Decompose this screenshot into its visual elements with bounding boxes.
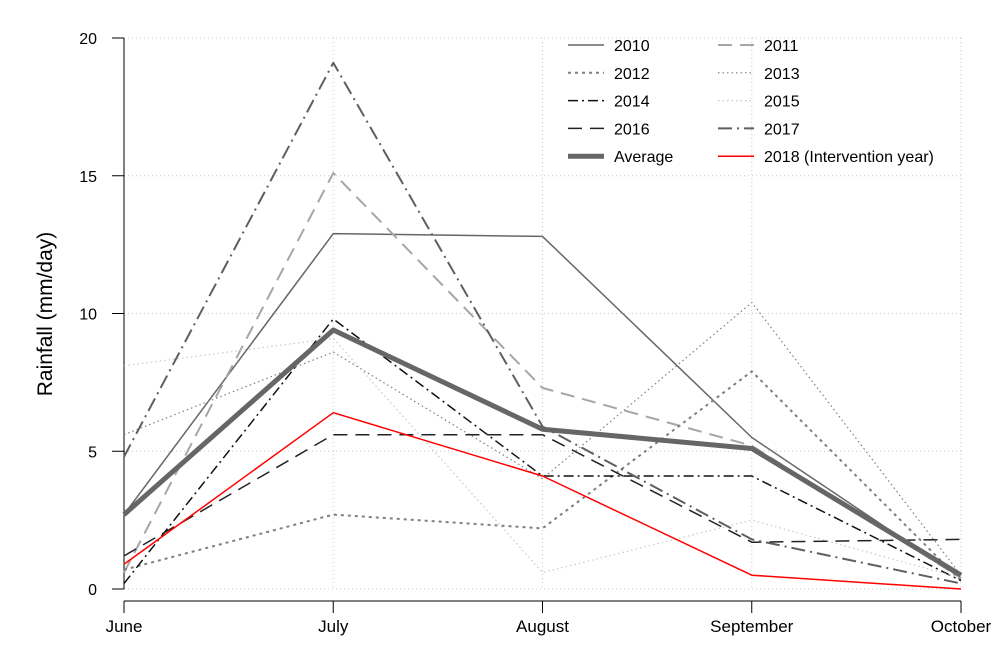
series-lines xyxy=(122,61,963,590)
series-line-average xyxy=(122,327,963,578)
series-line-2012 xyxy=(123,370,962,582)
y-tick-label: 5 xyxy=(88,444,97,461)
series-line-2014 xyxy=(123,318,962,584)
x-tick-label: September xyxy=(710,617,793,636)
y-tick-label: 20 xyxy=(79,31,97,48)
y-axis-label: Rainfall (mm/day) xyxy=(34,232,57,397)
series-line-2016 xyxy=(123,433,962,557)
legend-label-2012: 2012 xyxy=(614,66,650,83)
series-line-2018-intervention-year xyxy=(123,411,962,590)
legend-label-2013: 2013 xyxy=(764,66,800,83)
legend-label-average: Average xyxy=(614,149,673,166)
series-line-2011 xyxy=(123,172,962,579)
legend-label-2018-intervention-year: 2018 (Intervention year) xyxy=(764,149,934,166)
x-tick-label: July xyxy=(318,617,349,636)
legend-label-2014: 2014 xyxy=(614,94,650,111)
axes: 0 5 10 15 20 June July August September October xyxy=(79,31,991,636)
y-tick-label: 15 xyxy=(79,169,97,186)
legend-label-2016: 2016 xyxy=(614,121,650,138)
series-line-2015 xyxy=(123,337,962,579)
series-line-2017 xyxy=(123,61,962,585)
x-tick-label: October xyxy=(931,617,992,636)
x-tick-label: August xyxy=(516,617,569,636)
legend-label-2010: 2010 xyxy=(614,38,650,55)
y-tick-label: 10 xyxy=(79,307,97,324)
legend-label-2017: 2017 xyxy=(764,121,800,138)
x-tick-label: June xyxy=(106,617,143,636)
gridlines xyxy=(123,37,962,590)
legend-label-2015: 2015 xyxy=(764,94,800,111)
series-line-2010 xyxy=(123,232,962,579)
legend-label-2011: 2011 xyxy=(764,38,799,55)
legend: 2010 2011 2012 2013 2014 2015 2016 2017 Average 2… xyxy=(568,38,934,166)
y-tick-label: 0 xyxy=(88,582,97,599)
